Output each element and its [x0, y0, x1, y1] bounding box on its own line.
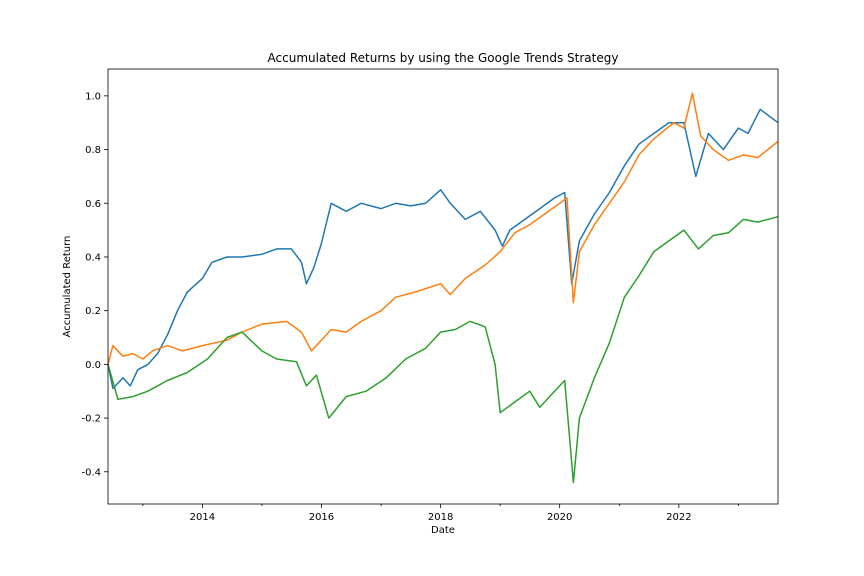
x-tick-label: 2014	[190, 512, 215, 523]
y-tick-label: 0.6	[85, 199, 101, 210]
y-axis-ticks: -0.4 -0.2 0.0 0.2 0.4 0.6 0.8 1.0	[81, 91, 108, 478]
y-tick-label: 0.4	[85, 252, 101, 263]
x-axis-label: Date	[431, 525, 455, 536]
x-tick-label: 2018	[428, 512, 453, 523]
y-tick-label: 0.2	[85, 306, 101, 317]
series-line-1	[107, 108, 779, 390]
plot-lines	[107, 92, 779, 484]
y-tick-label: 1.0	[85, 91, 101, 102]
y-axis-label: Accumulated Return	[62, 236, 73, 338]
x-tick-label: 2020	[547, 512, 572, 523]
y-tick-label: 0.8	[85, 145, 101, 156]
x-tick-label: 2022	[666, 512, 691, 523]
chart-title: Accumulated Returns by using the Google …	[268, 51, 619, 65]
series-line-2	[107, 92, 779, 365]
x-tick-label: 2016	[309, 512, 334, 523]
x-axis-ticks: 2014 2016 2018 2020 2022	[142, 504, 739, 523]
y-tick-label: -0.4	[81, 467, 101, 478]
series-line-3	[107, 215, 779, 484]
y-tick-label: 0.0	[85, 360, 101, 371]
y-tick-label: -0.2	[81, 414, 101, 425]
plot-frame	[107, 68, 779, 505]
